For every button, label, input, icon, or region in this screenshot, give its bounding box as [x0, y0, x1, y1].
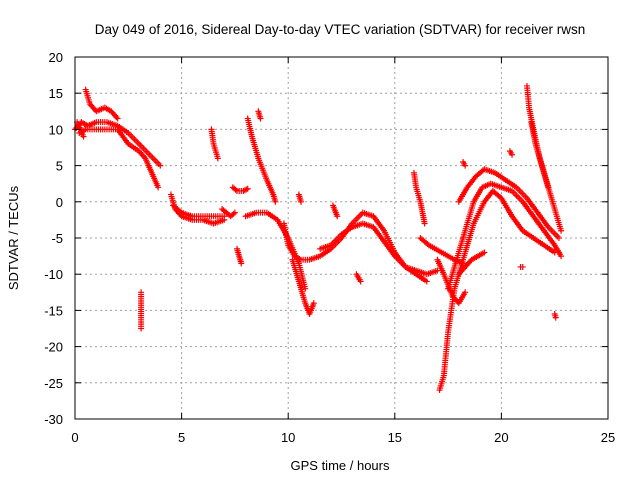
- data-segment: [460, 158, 469, 169]
- data-point-markers: [317, 220, 430, 285]
- y-tick-labels: 20 15 10 5 0 -5 -10 -15 -20 -25 -30: [44, 50, 63, 427]
- data-segment: [455, 166, 562, 241]
- data-segment: [455, 249, 488, 278]
- x-tick-label: 15: [388, 430, 402, 445]
- data-point-markers: [551, 311, 559, 321]
- y-tick-label: -25: [44, 376, 63, 391]
- x-tick-label: 10: [281, 430, 295, 445]
- axis-ticks: [74, 56, 609, 420]
- data-point-markers: [455, 166, 562, 241]
- data-point-markers: [455, 249, 488, 278]
- data-segment: [317, 220, 430, 285]
- y-tick-label: -30: [44, 412, 63, 427]
- data-segment: [219, 206, 238, 220]
- data-point-markers: [170, 202, 228, 220]
- data-segment: [82, 86, 121, 122]
- data-segment: [353, 271, 364, 285]
- data-segment: [551, 311, 559, 321]
- y-tick-label: -5: [51, 231, 63, 246]
- data-point-markers: [445, 180, 565, 292]
- data-point-markers: [82, 86, 121, 122]
- data-segment: [295, 191, 304, 205]
- y-tick-label: 5: [56, 159, 63, 174]
- data-point-markers: [138, 289, 145, 332]
- data-segment: [229, 184, 251, 194]
- data-point-markers: [528, 119, 552, 191]
- data-segment: [76, 126, 162, 191]
- data-point-markers: [517, 263, 526, 270]
- x-tick-labels: 0 5 10 15 20 25: [71, 430, 615, 445]
- data-point-markers: [208, 126, 221, 162]
- data-point-markers: [329, 202, 341, 220]
- data-segment: [234, 245, 245, 267]
- data-segment: [445, 180, 565, 292]
- data-segment: [280, 209, 441, 278]
- y-tick-label: -15: [44, 303, 63, 318]
- data-point-markers: [353, 271, 364, 285]
- y-tick-label: -20: [44, 340, 63, 355]
- data-segment: [170, 202, 228, 220]
- y-tick-label: 0: [56, 195, 63, 210]
- y-tick-label: 15: [49, 86, 63, 101]
- x-tick-label: 5: [178, 430, 185, 445]
- data-segment: [289, 256, 317, 318]
- y-tick-label: 20: [49, 50, 63, 65]
- data-point-markers: [255, 108, 264, 122]
- data-point-markers: [244, 115, 279, 205]
- data-point-markers: [460, 158, 469, 169]
- data-point-markers: [219, 206, 238, 220]
- data-segment: [255, 108, 264, 122]
- data-point-markers: [436, 187, 558, 394]
- data-segment: [208, 126, 221, 162]
- data-segment: [329, 202, 341, 220]
- data-segment: [528, 119, 552, 191]
- data-point-markers: [76, 126, 162, 191]
- x-axis-label: GPS time / hours: [291, 458, 390, 473]
- data-segment: [410, 169, 428, 227]
- data-segment: [517, 263, 526, 270]
- data-point-markers: [234, 245, 245, 267]
- data-segment: [244, 115, 279, 205]
- data-point-markers: [229, 184, 251, 194]
- data-segment: [436, 187, 558, 394]
- data-point-markers: [506, 148, 516, 158]
- data-points: [72, 82, 565, 394]
- x-tick-label: 20: [494, 430, 508, 445]
- data-segment: [138, 289, 145, 332]
- data-point-markers: [289, 256, 317, 318]
- chart-title: Day 049 of 2016, Sidereal Day-to-day VTE…: [95, 22, 585, 37]
- data-point-markers: [410, 169, 428, 227]
- y-tick-label: -10: [44, 267, 63, 282]
- y-tick-label: 10: [49, 122, 63, 137]
- y-axis-label: SDTVAR / TECUs: [6, 185, 21, 290]
- data-point-markers: [280, 209, 441, 278]
- data-segment: [506, 148, 516, 158]
- data-point-markers: [295, 191, 304, 205]
- x-tick-label: 0: [71, 430, 78, 445]
- x-tick-label: 25: [601, 430, 615, 445]
